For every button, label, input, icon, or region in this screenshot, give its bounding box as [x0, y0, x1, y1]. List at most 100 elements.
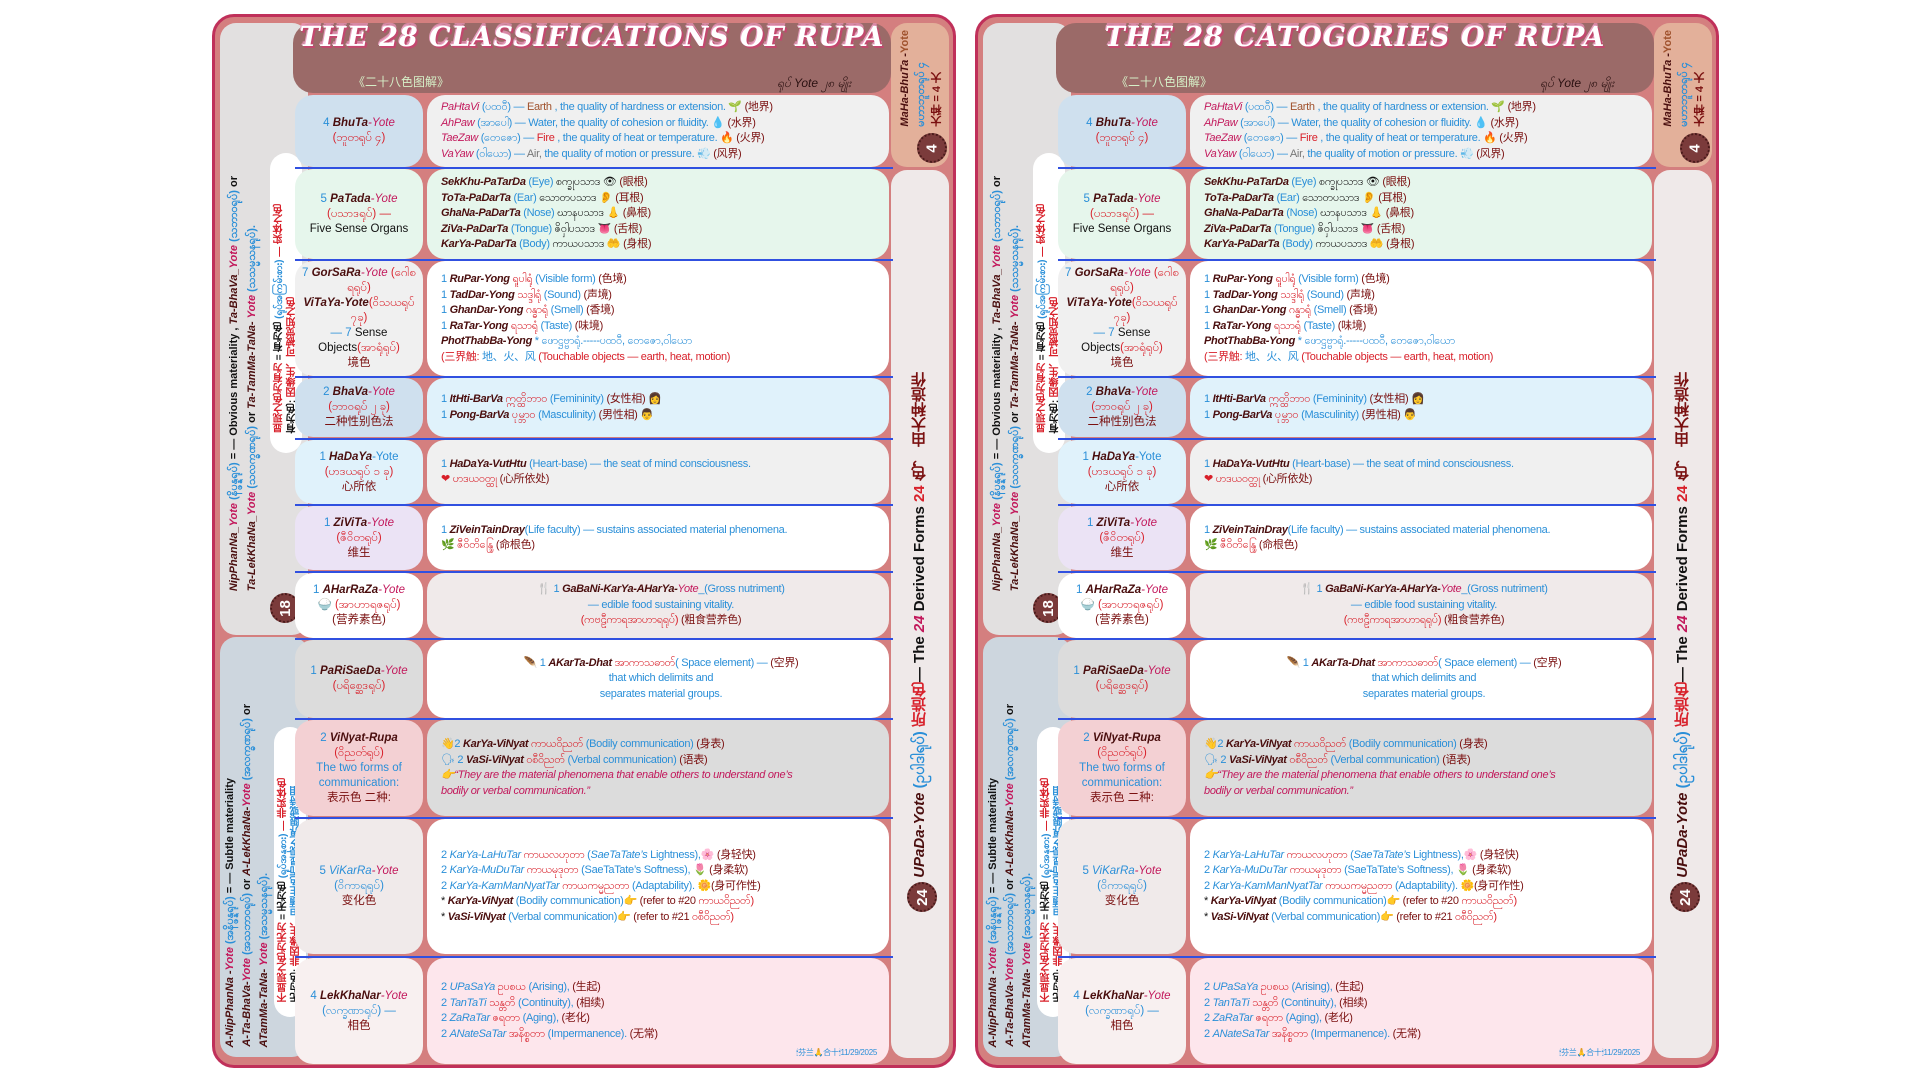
text-line: separates material groups. [441, 687, 881, 703]
text-segment: 24 [1674, 615, 1691, 633]
text-segment: 1 [1073, 665, 1083, 677]
text-segment: 相色 [1110, 1019, 1134, 1032]
text-segment: (Touchable objects — earth, heat, motion… [1298, 350, 1494, 363]
text-segment: 1 [441, 408, 450, 421]
text-segment: ဇိဝှါပသာဒ 👅 [1317, 222, 1377, 235]
text-segment: (ဝိသယရုပ် ၇ခု) [350, 297, 415, 324]
category-content: 2 UPaSaYa ဥပစယ (Arising), (生起) 2 TanTaTi … [427, 958, 889, 1064]
text-segment: -Yote [368, 386, 395, 398]
text-segment: — The [1674, 632, 1691, 683]
text-line: (ဝိကာရရုပ်) [334, 879, 384, 894]
text-segment: 5 [320, 192, 331, 205]
text-segment: (Smell) [1313, 304, 1347, 316]
sidebar-text: Ta-LekKhaNa_Yote (သလက္ခဏရုပ်) or Ta-TamM… [244, 225, 261, 591]
text-segment: BhaVa [1095, 386, 1132, 398]
text-segment: Yote [246, 491, 258, 515]
category-content: 🍴 1 GaBaNi-KarYa-AHarYa-Yote_(Gross nutr… [427, 573, 889, 638]
text-segment: PhotThabBa-Yong [1204, 335, 1298, 347]
text-segment: Yote [228, 502, 240, 527]
text-segment: ဝစီဝိညတ် [526, 753, 565, 766]
text-segment: VaYaw [1204, 147, 1237, 160]
text-segment: — 非实体色 [278, 777, 289, 834]
text-line: 二种性别色法 [1088, 415, 1157, 430]
text-line: 1 HaDaYa-Yote [319, 450, 398, 465]
text-segment: (ဝိသယရုပ် ၇ခု) [1113, 297, 1178, 324]
text-line: 1 ZiVeinTainDray(Life faculty) — sustain… [441, 523, 881, 539]
text-segment: A-Ta-BhaVa- [1004, 981, 1016, 1047]
text-segment: (Tongue) [508, 222, 555, 235]
text-segment: RuPar-Yong [449, 273, 513, 285]
text-segment: * [1204, 910, 1211, 923]
text-line: (三界触: 地、火、风 (Touchable objects — earth, … [1204, 350, 1644, 366]
text-segment: ကာယပသာဒ 🤲 [1315, 238, 1387, 251]
text-segment: (Verbal communication)👉 [508, 910, 634, 923]
text-line: — 7 Sense Objects(အာရုံရုပ်) [1062, 326, 1182, 356]
text-segment: PhotThabBa-Yong [441, 335, 535, 347]
sidebar-text: A-Ta-BhaVa-Yote (အသဘာဝရုပ်) or A-LekKhaN… [1002, 704, 1019, 1047]
text-segment: or [241, 704, 253, 719]
text-line: VaYaw (ဝါယော) — Air, the quality of moti… [1204, 147, 1644, 163]
text-segment: (အာပေါ) — Water, the quality of cohesion… [1237, 116, 1491, 129]
text-line: 4 BhuTa-Yote [323, 116, 395, 131]
text-segment: ဝစီဝိညတ်) [1455, 910, 1497, 923]
text-line: separates material groups. [1204, 687, 1644, 703]
category-label: 5 PaTada-Yote (ပသာဒရုပ်) — Five Sense Orga… [295, 169, 423, 259]
text-line: (营养素色) [332, 613, 386, 628]
row-divider [1058, 718, 1656, 720]
text-segment: (语表) [1439, 753, 1471, 766]
text-segment: (Nose) [520, 207, 558, 220]
text-segment: ကာယဝိညတ်) [698, 895, 754, 908]
text-segment: (ဝါယော) — [473, 147, 527, 160]
text-segment: သဒ္ဒါရုံ [1280, 288, 1307, 301]
text-segment: (Ear) [510, 191, 540, 204]
text-segment: (Continuity), [517, 996, 574, 1009]
text-segment: ToTa-PaDarTa [441, 191, 511, 204]
text-line: PhotThabBa-Yong * ဖောဋ္ဌဗ္ဗာရုံ.-----ပထဝ… [441, 334, 881, 350]
text-segment: (Life faculty) — sustains associated mat… [1287, 523, 1551, 536]
text-segment: (香境) [1346, 304, 1378, 316]
text-segment: ( [587, 848, 591, 861]
text-segment: Yote [991, 244, 1003, 269]
text-segment: ဃာနပသာဒ 👃 [557, 207, 623, 220]
text-segment: (ဇီဝိတရုပ်) [336, 531, 382, 544]
text-segment: ကာယဝိညတ် [531, 738, 584, 750]
text-segment: (Femininity) [1312, 393, 1367, 405]
text-segment: (ဟဒယရုပ် ၁ ခု) [324, 465, 394, 478]
text-segment: communication: [1081, 776, 1163, 789]
text-segment: 1 [1204, 304, 1213, 316]
text-line: (ဝိညတ်ရုပ်) [334, 746, 384, 761]
category-label: 1 PaRiSaeDa-Yote (ပရိစ္ဆေဒရုပ်) [295, 640, 423, 718]
text-segment: အနိစ္စတာ [508, 1027, 548, 1040]
text-segment: Yote [241, 783, 253, 808]
text-segment: 1 [441, 304, 450, 316]
text-segment: ဝစီဝိညတ် [1289, 753, 1328, 766]
text-segment: (ဝိညတ်ရုပ်) [1097, 746, 1147, 759]
category-label: 1 ZiViTa-Yote (ဇီဝိတရုပ်) 维生 [1058, 506, 1186, 570]
text-segment: (空界) [1533, 656, 1562, 669]
text-segment: ရူပါရုံ [1275, 273, 1299, 285]
category-content: SekKhu-PaTarDa (Eye) စက္ခုပသာဒ 👁 (眼根) ToT… [427, 169, 889, 259]
text-segment: HaDaYa [1092, 450, 1136, 463]
text-segment: 1 [441, 319, 450, 332]
text-segment: ဇရတာ [492, 1012, 523, 1024]
row-divider [295, 504, 893, 506]
text-segment: UPaSaYa [449, 981, 498, 993]
sidebar-text: 大种 = 4 大 [1692, 72, 1708, 127]
text-segment: (Continuity), [1280, 996, 1337, 1009]
text-segment: (ဂေါစရရုပ်) [1110, 267, 1179, 294]
text-segment: , the quality of hardness or extension. … [551, 101, 745, 113]
text-line: 境色 [1111, 356, 1134, 371]
text-segment: -Yote [378, 584, 406, 596]
text-segment: Ta-LekKhaNa_ [246, 514, 258, 591]
text-line: 2 KarYa-KamManNyatTar ကာယကမ္မညတာ (Adapta… [1204, 879, 1644, 895]
text-line: (လက္ခဏာရုပ်) — [322, 1004, 396, 1019]
sidebar-text: NipPhanNa_Yote (နိပ္ဖန္နရုပ်) = — Obviou… [989, 176, 1006, 591]
text-segment: (refer to #21 [633, 910, 693, 923]
text-segment: VaYaw [441, 147, 474, 160]
text-line: (ဘူတရုပ် ၄) [1096, 131, 1149, 146]
text-segment: (Verbal communication) [564, 753, 677, 766]
text-segment: (refer to #21 [1396, 910, 1456, 923]
text-segment: Ta-TamMa-TaNa- [246, 318, 258, 409]
text-segment: (နိပ္ဖန္နရုပ်) [228, 462, 240, 503]
text-segment: = 无为色 [278, 877, 289, 922]
